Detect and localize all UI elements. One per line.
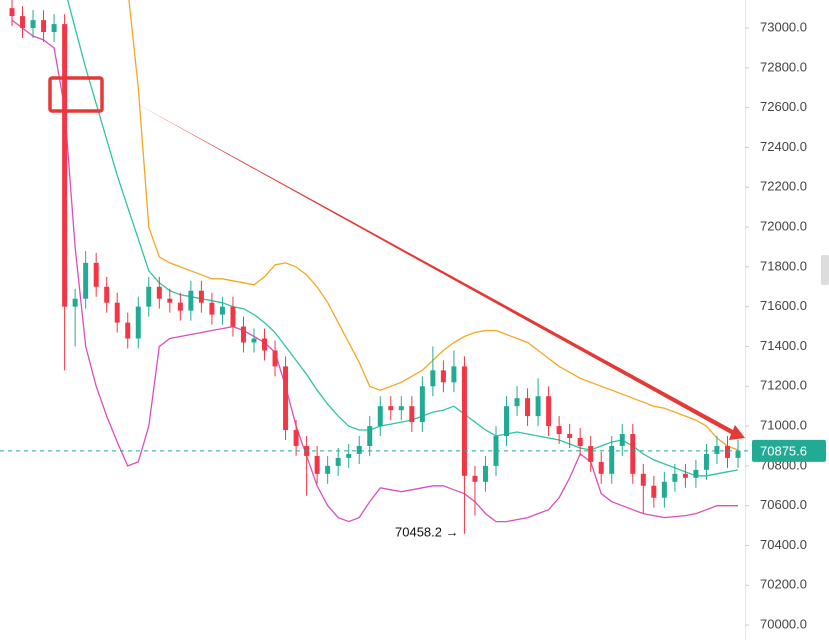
candle-body xyxy=(293,430,299,446)
candle-body xyxy=(93,262,99,287)
candle-body xyxy=(661,481,667,498)
candle-body xyxy=(430,370,436,387)
candle-body xyxy=(262,338,268,351)
candle-body xyxy=(461,366,467,476)
candle-body xyxy=(156,286,162,299)
candle-body xyxy=(556,426,562,435)
candle-body xyxy=(335,457,341,466)
indicator-line xyxy=(11,19,738,523)
candle-body xyxy=(114,302,120,323)
candle-body xyxy=(735,450,741,458)
y-tick-label: 72200.0 xyxy=(760,179,807,194)
y-tick-label: 71800.0 xyxy=(760,258,807,273)
candle-body xyxy=(219,306,225,315)
candle-body xyxy=(630,434,636,474)
candle-body xyxy=(682,473,688,478)
candle-body xyxy=(41,20,47,33)
side-tab[interactable] xyxy=(821,255,829,285)
y-tick-label: 72000.0 xyxy=(760,219,807,234)
plot-area xyxy=(9,0,741,534)
candle-body xyxy=(640,473,646,486)
y-tick-label: 71600.0 xyxy=(760,298,807,313)
candle-body xyxy=(135,306,141,339)
candle-body xyxy=(409,406,415,423)
candle-body xyxy=(388,406,394,411)
y-tick-label: 71200.0 xyxy=(760,378,807,393)
candle-body xyxy=(377,406,383,427)
highlight-box xyxy=(48,76,104,113)
candle-body xyxy=(398,406,404,411)
candle-body xyxy=(419,386,425,423)
candle-body xyxy=(451,366,457,383)
candle-body xyxy=(703,453,709,470)
candle-body xyxy=(514,398,520,407)
y-tick-label: 70400.0 xyxy=(760,537,807,552)
candle-body xyxy=(30,20,36,29)
last-price-label: 70875.6 xyxy=(760,443,807,458)
candle-body xyxy=(104,286,110,303)
candle-body xyxy=(714,445,720,454)
y-tick-label: 70600.0 xyxy=(760,497,807,512)
candle-body xyxy=(525,398,531,417)
candle-body xyxy=(325,465,331,474)
candle-body xyxy=(535,396,541,417)
candle-body xyxy=(251,338,257,343)
candle-body xyxy=(598,461,604,474)
candle-body xyxy=(20,16,26,29)
candle-body xyxy=(567,434,573,439)
candle-body xyxy=(62,24,68,307)
candle-body xyxy=(724,445,730,458)
indicator-line xyxy=(67,0,739,477)
candle-body xyxy=(356,445,362,454)
candle-body xyxy=(9,8,15,17)
candle-body xyxy=(198,290,204,303)
y-tick-label: 73000.0 xyxy=(760,19,807,34)
candle-body xyxy=(83,262,89,299)
candle-body xyxy=(440,370,446,383)
candle-body xyxy=(367,426,373,446)
trend-arrow xyxy=(130,100,745,440)
low-annotation: 70458.2 → xyxy=(395,524,459,539)
candle-body xyxy=(609,445,615,474)
candle-body xyxy=(577,438,583,446)
y-tick-label: 71400.0 xyxy=(760,338,807,353)
candle-body xyxy=(240,326,246,343)
y-tick-label: 72600.0 xyxy=(760,99,807,114)
candle-body xyxy=(314,455,320,474)
candle-body xyxy=(72,298,78,307)
candle-body xyxy=(672,473,678,482)
candle-body xyxy=(619,434,625,446)
candle-body xyxy=(188,290,194,311)
candle-body xyxy=(482,465,488,482)
y-tick-label: 71000.0 xyxy=(760,418,807,433)
last-price-box xyxy=(752,439,826,462)
y-tick-label: 72400.0 xyxy=(760,139,807,154)
candle-body xyxy=(283,366,289,431)
y-tick-label: 70000.0 xyxy=(760,617,807,632)
candle-body xyxy=(504,406,510,437)
candle-body xyxy=(167,298,173,303)
candle-body xyxy=(472,475,478,482)
candle-body xyxy=(546,396,552,427)
y-tick-label: 72800.0 xyxy=(760,59,807,74)
candle-body xyxy=(125,322,131,339)
candle-body xyxy=(209,302,215,315)
candle-body xyxy=(272,350,278,367)
candle-body xyxy=(693,469,699,478)
candle-body xyxy=(177,302,183,311)
candle-body xyxy=(51,24,57,33)
y-tick-label: 70200.0 xyxy=(760,577,807,592)
candle-body xyxy=(651,485,657,498)
candle-body xyxy=(346,453,352,458)
candle-body xyxy=(146,286,152,307)
candle-body xyxy=(230,306,236,327)
candle-body xyxy=(588,445,594,462)
